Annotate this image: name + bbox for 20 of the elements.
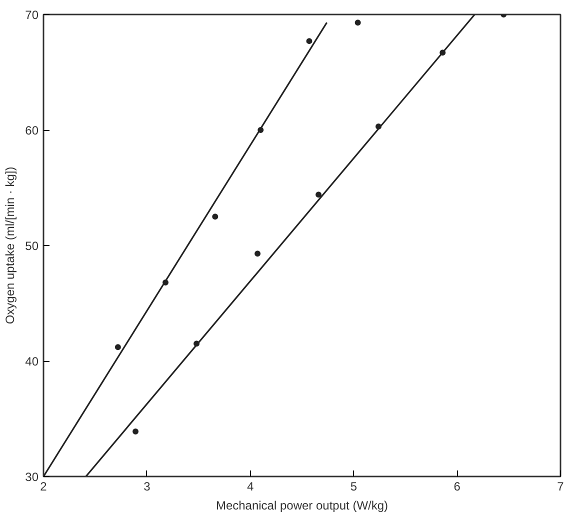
y-tick-label: 60 <box>25 124 39 138</box>
point <box>114 344 121 350</box>
y-axis-title: Oxygen uptake (ml/[min · kg]) <box>3 166 18 324</box>
point <box>212 214 218 220</box>
x-tick-label: 3 <box>144 480 151 494</box>
x-tick-label: 2 <box>40 480 48 494</box>
y-tick-label: 30 <box>25 470 39 484</box>
y-tick-label: 40 <box>25 354 39 368</box>
x-tick-label: 6 <box>454 480 461 494</box>
point <box>354 20 361 26</box>
y-tick-label: 50 <box>25 239 39 253</box>
x-tick-label: 4 <box>246 480 254 494</box>
point <box>306 38 312 44</box>
x-tick-label: 5 <box>350 480 358 494</box>
x-tick-label: 7 <box>557 480 564 494</box>
y-tick-label: 70 <box>25 8 39 22</box>
point <box>254 250 261 257</box>
x-axis-title: Mechanical power output (W/kg) <box>216 498 388 512</box>
point <box>132 428 139 434</box>
point <box>316 192 322 198</box>
